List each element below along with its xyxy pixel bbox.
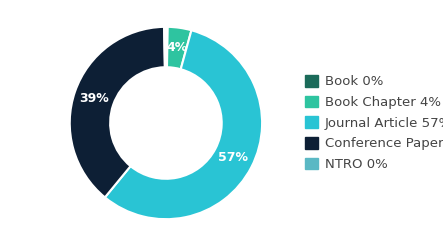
Wedge shape — [105, 30, 262, 219]
Text: 57%: 57% — [218, 152, 249, 164]
Wedge shape — [164, 27, 166, 67]
Text: 4%: 4% — [166, 41, 187, 54]
Wedge shape — [166, 27, 168, 67]
Wedge shape — [70, 27, 165, 197]
Text: 39%: 39% — [79, 92, 109, 105]
Legend: Book 0%, Book Chapter 4%, Journal Article 57%, Conference Paper 39%, NTRO 0%: Book 0%, Book Chapter 4%, Journal Articl… — [305, 75, 443, 171]
Wedge shape — [167, 27, 191, 69]
